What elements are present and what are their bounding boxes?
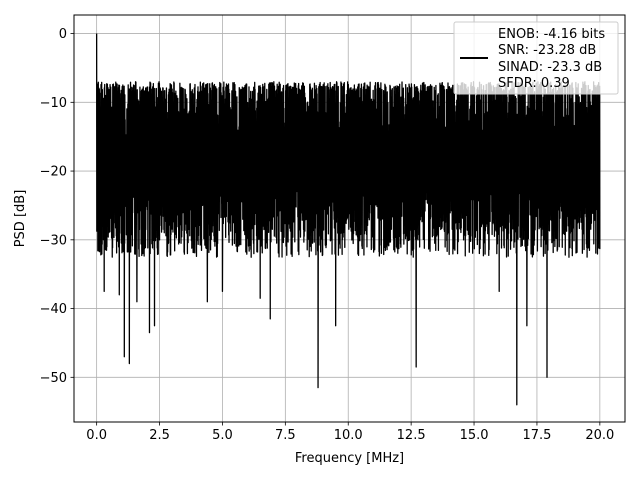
legend: ENOB: -4.16 bits SNR: -23.28 dB SINAD: -… [453, 21, 619, 95]
y-tick-label: −20 [40, 165, 67, 180]
x-tick-label: 7.5 [275, 428, 296, 443]
legend-entry-enob: ENOB: -4.16 bits [498, 27, 605, 42]
y-tick-label: −10 [40, 96, 67, 111]
x-tick-label: 20.0 [585, 428, 614, 443]
y-tick-label: 0 [59, 27, 67, 42]
y-tick-label: −30 [40, 233, 67, 248]
legend-box [453, 21, 619, 95]
x-axis-label: Frequency [MHz] [295, 451, 404, 466]
psd-series [95, 33, 601, 406]
x-tick-label: 10.0 [334, 428, 363, 443]
y-tick-label: −40 [40, 302, 67, 317]
axes-frame [73, 14, 626, 423]
x-tick-label: 15.0 [460, 428, 489, 443]
x-tick-label: 2.5 [149, 428, 170, 443]
y-tick-label: −50 [40, 371, 67, 386]
x-axis-ticks: 0.0 2.5 5.0 7.5 10.0 12.5 15.0 17.5 20.0 [86, 422, 614, 443]
legend-entry-sinad: SINAD: -23.3 dB [498, 60, 602, 75]
legend-entry-snr: SNR: -23.28 dB [498, 43, 596, 58]
legend-entry-sfdr: SFDR: 0.39 [498, 76, 570, 91]
x-tick-label: 17.5 [522, 428, 551, 443]
psd-series-line [95, 33, 601, 406]
x-tick-label: 5.0 [212, 428, 233, 443]
y-axis-label: PSD [dB] [13, 190, 28, 248]
x-tick-label: 12.5 [397, 428, 426, 443]
x-tick-label: 0.0 [86, 428, 107, 443]
y-axis-ticks: 0 −10 −20 −30 −40 −50 [40, 27, 74, 386]
